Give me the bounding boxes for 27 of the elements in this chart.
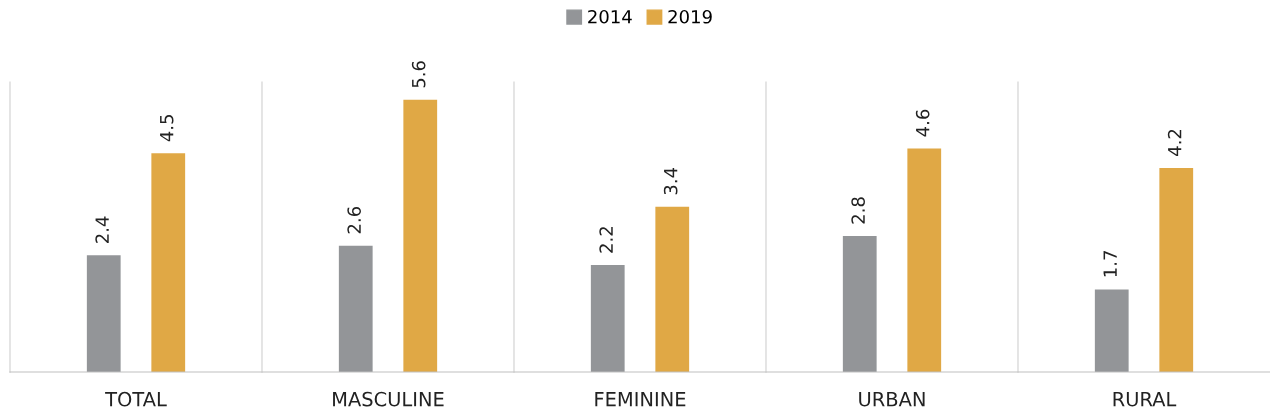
bar <box>151 153 186 372</box>
bar <box>842 235 877 372</box>
bar <box>86 255 121 372</box>
data-label: 2.6 <box>347 206 361 234</box>
bar <box>907 148 942 372</box>
x-tick-label: TOTAL <box>105 391 167 407</box>
bar <box>590 265 625 372</box>
data-label: 2.4 <box>95 216 109 243</box>
x-tick-label: RURAL <box>1113 392 1177 407</box>
legend-label: 2014 <box>588 9 632 24</box>
bar <box>338 245 373 372</box>
data-label: 4.2 <box>1167 129 1182 156</box>
data-label: 3.4 <box>663 167 678 195</box>
bar <box>655 206 690 372</box>
legend-label: 2019 <box>668 9 712 24</box>
data-label: 5.6 <box>411 61 426 88</box>
data-label: 2.8 <box>851 197 865 224</box>
bar <box>1094 289 1129 372</box>
data-label: 2.2 <box>599 227 613 253</box>
data-label: 4.6 <box>915 109 930 137</box>
bar <box>403 99 438 372</box>
bar <box>1159 167 1194 372</box>
x-tick-label: MASCULINE <box>333 391 444 407</box>
x-tick-label: URBAN <box>859 392 925 407</box>
data-label: 1.7 <box>1103 251 1117 277</box>
x-tick-label: FEMININE <box>595 392 686 407</box>
data-label: 4.5 <box>160 115 174 142</box>
